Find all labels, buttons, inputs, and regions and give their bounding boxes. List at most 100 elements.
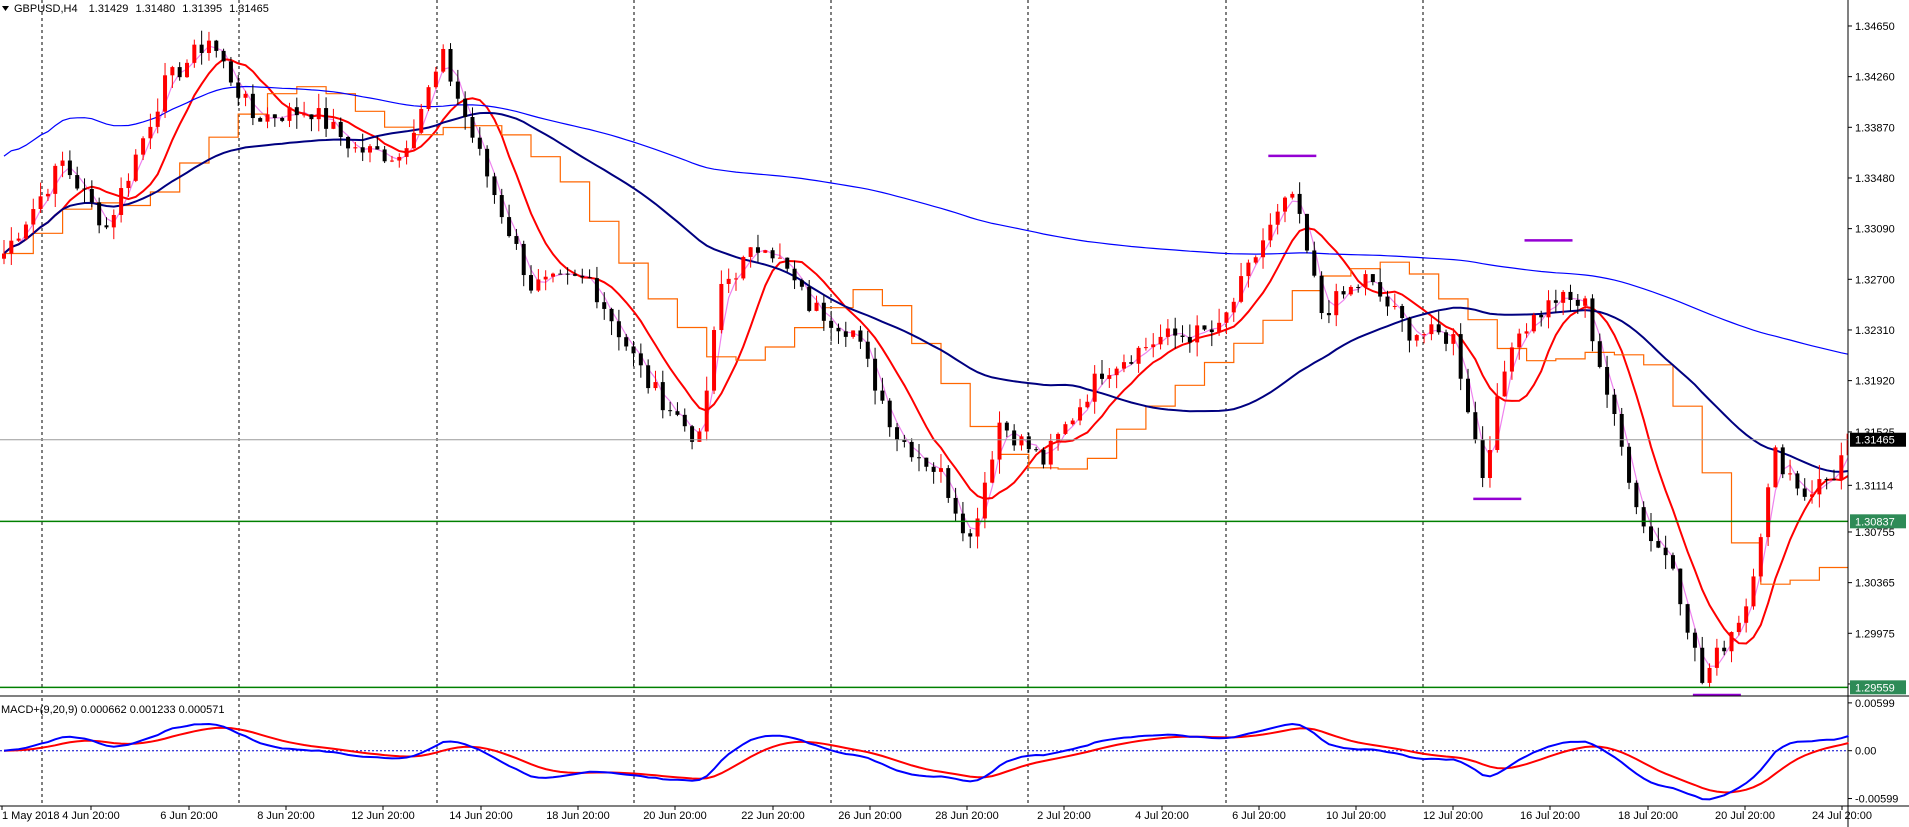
- chart-header: GBPUSD,H4 1.31429 1.31480 1.31395 1.3146…: [1, 3, 269, 716]
- x-tick-label: 4 Jun 20:00: [62, 810, 120, 822]
- candle: [1326, 300, 1331, 324]
- candle: [1348, 285, 1353, 297]
- candle: [463, 91, 468, 130]
- candle: [734, 272, 738, 291]
- x-tick-label: 12 Jul 20:00: [1423, 810, 1483, 822]
- candle: [75, 166, 80, 191]
- candle: [1736, 615, 1741, 636]
- x-tick-label: 8 Jun 20:00: [257, 810, 315, 822]
- macd-label: MACD+(9,20,9) 0.000662 0.001233 0.000571: [1, 704, 225, 716]
- candle: [675, 402, 680, 417]
- candle: [990, 451, 995, 484]
- candle: [1385, 290, 1390, 316]
- y-tick-label: 1.32310: [1855, 325, 1895, 337]
- candle: [1304, 213, 1309, 254]
- candle: [873, 347, 878, 405]
- x-tick-label: 24 Jul 20:00: [1812, 810, 1872, 822]
- candle: [997, 411, 1002, 474]
- candle: [316, 93, 321, 132]
- candle: [214, 39, 219, 58]
- candle: [1458, 323, 1463, 391]
- candle: [346, 136, 351, 158]
- moving-average-line: [3, 45, 1850, 667]
- candle: [1407, 316, 1412, 353]
- candle: [199, 30, 204, 65]
- candle: [1217, 308, 1222, 336]
- candle: [133, 149, 138, 183]
- candle: [609, 307, 614, 336]
- candle: [1802, 478, 1807, 501]
- candle: [1356, 284, 1361, 293]
- vertical-grid: [41, 0, 1424, 805]
- candle: [638, 343, 643, 378]
- y-tick-label: 1.33870: [1855, 122, 1895, 134]
- macd-y-tick-label: 0.00: [1855, 746, 1876, 758]
- candle: [660, 370, 665, 419]
- candle: [455, 69, 460, 106]
- candle: [360, 133, 365, 162]
- candle: [1107, 367, 1112, 388]
- horizontal-levels: [0, 439, 1848, 689]
- candle: [1151, 333, 1156, 358]
- candle: [580, 268, 585, 284]
- candle: [1012, 424, 1017, 451]
- moving-average-line: [3, 58, 1850, 645]
- macd-signal-line: [3, 726, 1849, 794]
- candle: [353, 141, 358, 153]
- candle: [280, 116, 285, 123]
- candle: [887, 398, 892, 437]
- candle: [433, 66, 438, 89]
- candle: [748, 247, 753, 268]
- candle: [1400, 303, 1405, 332]
- candle: [946, 465, 951, 503]
- moving-average-line: [3, 85, 1849, 355]
- candle: [1824, 477, 1829, 490]
- candle: [851, 330, 856, 339]
- x-tick-label: 12 Jun 20:00: [351, 810, 415, 822]
- candle: [587, 269, 592, 279]
- candle: [1758, 533, 1763, 582]
- candle: [82, 178, 87, 203]
- candle: [1253, 255, 1258, 265]
- candle: [1619, 407, 1624, 456]
- candle: [1392, 293, 1397, 310]
- candle: [1063, 421, 1068, 435]
- candle: [258, 116, 263, 122]
- candle: [375, 136, 380, 150]
- candle: [1656, 527, 1661, 549]
- candle: [829, 310, 834, 342]
- candle: [792, 260, 797, 290]
- x-tick-label: 14 Jun 20:00: [449, 810, 513, 822]
- candle: [1480, 426, 1485, 488]
- candle: [836, 323, 841, 344]
- candle: [1158, 324, 1163, 350]
- x-tick-label: 28 Jun 20:00: [935, 810, 999, 822]
- candle: [1209, 320, 1214, 347]
- candle: [221, 48, 226, 69]
- candle: [302, 101, 307, 118]
- candle: [1363, 270, 1368, 296]
- x-tick-label: 20 Jun 20:00: [643, 810, 707, 822]
- candle: [23, 221, 28, 241]
- candle: [785, 257, 790, 272]
- candle: [1070, 418, 1075, 426]
- collapse-triangle-icon[interactable]: [2, 6, 9, 11]
- y-tick-label: 1.31114: [1855, 480, 1893, 492]
- candle: [309, 114, 314, 132]
- x-tick-label: 18 Jul 20:00: [1618, 810, 1678, 822]
- candle: [1495, 383, 1500, 453]
- x-tick-label: 18 Jun 20:00: [546, 810, 610, 822]
- candle: [807, 279, 812, 313]
- candle: [1729, 631, 1734, 663]
- candle: [1019, 434, 1024, 451]
- candle: [1751, 568, 1756, 610]
- candle: [397, 153, 402, 168]
- candle: [1261, 228, 1266, 269]
- candle: [1187, 324, 1192, 353]
- candle: [1605, 355, 1610, 408]
- candle: [924, 457, 929, 472]
- candle: [243, 90, 248, 107]
- candle: [1056, 432, 1061, 451]
- candle: [53, 163, 58, 208]
